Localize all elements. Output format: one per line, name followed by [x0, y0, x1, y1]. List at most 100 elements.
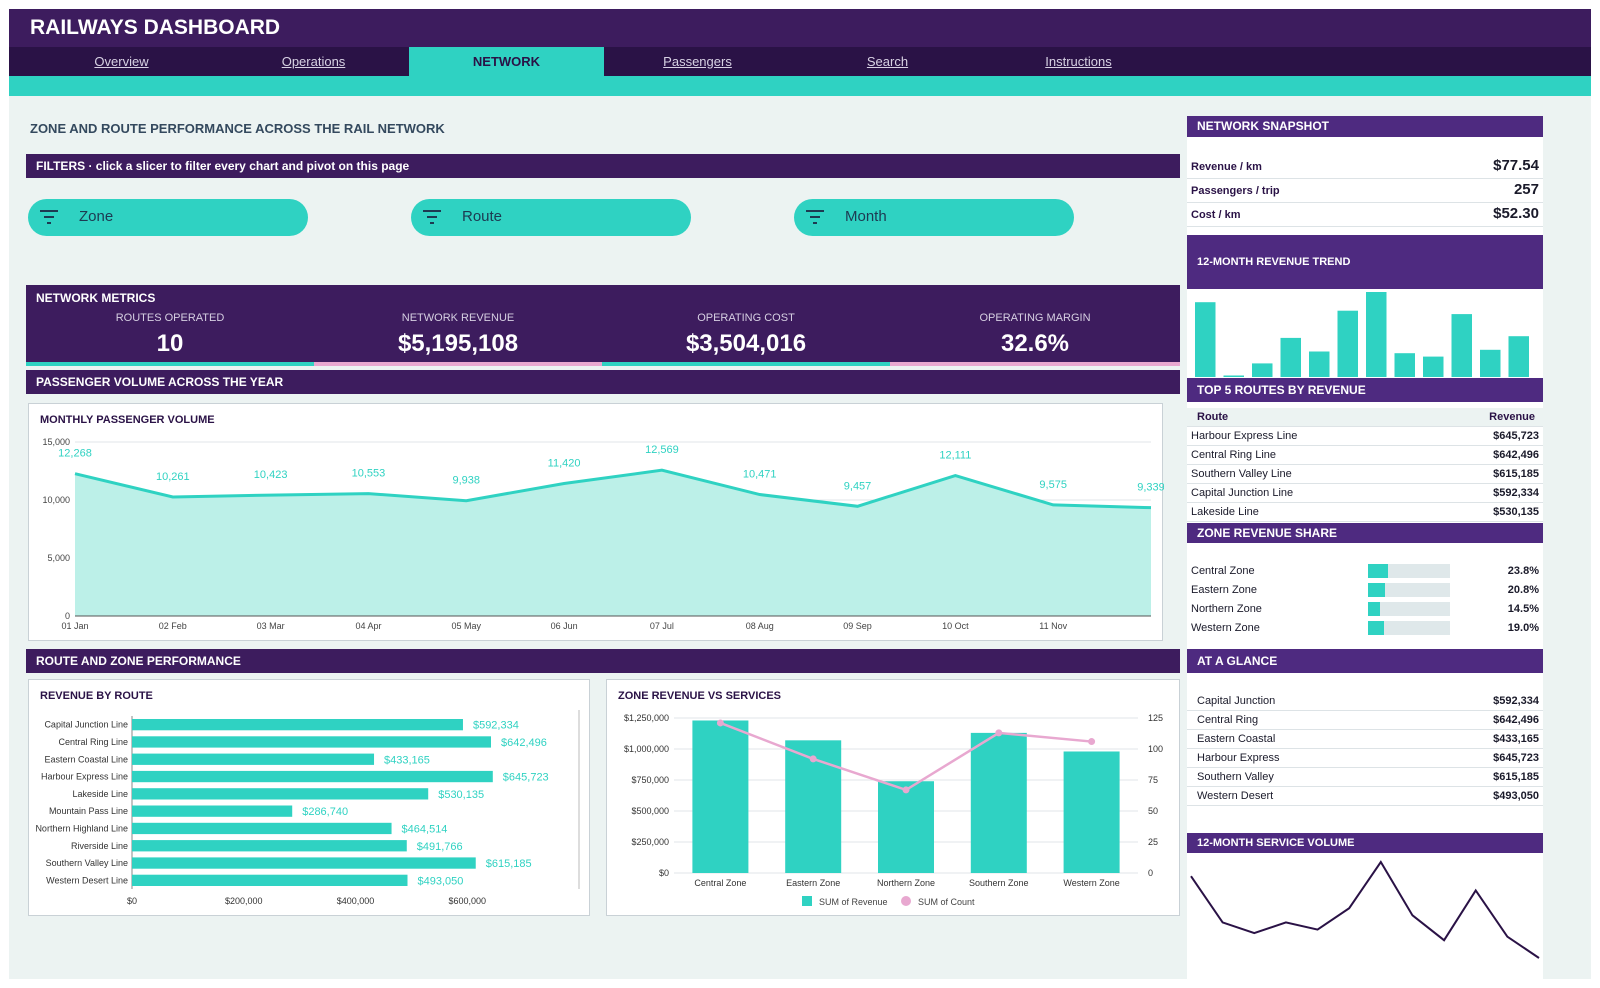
zone-revenue-vs-services-chart: $0 $250,000 $500,000 $750,000 $1,000,000 $1,2… [624, 713, 1163, 907]
series-line [1190, 860, 1540, 959]
category-label: Mountain Pass Line [49, 806, 128, 816]
zone-revenue-vs-services-card: ZONE REVENUE VS SERVICES $0 $250,000 $500,… [606, 679, 1180, 916]
zone-name: Western Zone [1191, 622, 1260, 634]
route-revenue: $645,723 [1493, 430, 1539, 442]
data-label: $491,766 [417, 841, 463, 853]
slicer-zone[interactable]: Zone [28, 199, 308, 236]
service-volume-header: 12-MONTH SERVICE VOLUME [1187, 833, 1543, 853]
route-name: Capital Junction Line [1191, 487, 1294, 499]
line-point [716, 719, 724, 727]
x-tick-label: 10 Oct [942, 621, 969, 631]
table-row: Southern Valley Line $615,185 [1187, 465, 1543, 484]
x-tick-label: 06 Jun [551, 621, 578, 631]
y-tick-label: 5,000 [47, 553, 70, 563]
column-header-route: Route [1197, 411, 1229, 423]
revenue-trend-chart [1195, 292, 1529, 377]
data-label: 12,111 [939, 450, 971, 462]
data-label: 12,268 [58, 448, 92, 460]
data-label: 10,423 [254, 469, 288, 481]
accent-strip [9, 76, 1591, 96]
x-tick-label: 05 May [452, 621, 482, 631]
x-tick-label: $600,000 [448, 896, 486, 906]
bar [1451, 314, 1472, 377]
glance-label: Western Desert [1197, 790, 1274, 802]
tab-instructions[interactable]: Instructions [1045, 54, 1112, 69]
share-track [1368, 583, 1450, 597]
x-tick-label: 04 Apr [355, 621, 381, 631]
table-row: Harbour Express Line $645,723 [1187, 427, 1543, 446]
top-routes-table-header: Route Revenue [1187, 408, 1543, 427]
x-tick-label: 07 Jul [650, 621, 674, 631]
column-header-revenue: Revenue [1489, 411, 1535, 423]
table-row: Lakeside Line $530,135 [1187, 503, 1543, 522]
share-fill [1368, 621, 1384, 635]
tab-passengers[interactable]: Passengers [663, 54, 732, 69]
legend-label: SUM of Revenue [819, 897, 888, 907]
y2-tick-label: 25 [1148, 837, 1158, 847]
passenger-section-header: PASSENGER VOLUME ACROSS THE YEAR [26, 370, 1180, 394]
bar [132, 822, 392, 835]
metric-underline [602, 362, 890, 366]
bar [1195, 302, 1216, 377]
data-label: $592,334 [473, 720, 519, 732]
dashboard-app: RAILWAYS DASHBOARD Overview Operations N… [9, 9, 1591, 979]
app-title: RAILWAYS DASHBOARD [30, 16, 281, 39]
slicer-route[interactable]: Route [411, 199, 691, 236]
tab-network[interactable]: NETWORK [409, 47, 604, 76]
share-value: 23.8% [1507, 565, 1539, 577]
filter-icon [806, 210, 824, 224]
snapshot-label: Revenue / km [1191, 161, 1262, 173]
bar [132, 770, 493, 783]
metric-underline [314, 362, 602, 366]
at-a-glance-header: AT A GLANCE [1187, 649, 1543, 673]
data-label: 9,575 [1039, 479, 1067, 491]
line-point [995, 729, 1003, 737]
slicer-month[interactable]: Month [794, 199, 1074, 236]
metric-value: $5,195,108 [397, 330, 519, 357]
snapshot-row: Revenue / km $77.54 [1187, 155, 1543, 179]
glance-label: Harbour Express [1197, 752, 1280, 764]
y-tick-label: $500,000 [631, 806, 669, 816]
route-name: Southern Valley Line [1191, 468, 1292, 480]
series-area [75, 470, 1151, 616]
share-fill [1368, 602, 1380, 616]
passenger-volume-card: MONTHLY PASSENGER VOLUME 0 5,000 10,000 15,… [28, 403, 1164, 641]
table-row: Western Desert $493,050 [1187, 787, 1543, 806]
tab-overview[interactable]: Overview [94, 54, 149, 69]
x-tick-label: 02 Feb [159, 621, 187, 631]
service-volume-chart [1190, 860, 1540, 959]
glance-label: Eastern Coastal [1197, 733, 1276, 745]
metric-label: ROUTES OPERATED [115, 312, 225, 324]
share-track [1368, 621, 1450, 635]
y-tick-label: 15,000 [42, 437, 70, 447]
metric-operating-cost: OPERATING COST $3,504,016 [602, 285, 890, 366]
glance-label: Central Ring [1197, 714, 1259, 726]
category-label: Riverside Line [71, 841, 128, 851]
y2-tick-label: 125 [1148, 713, 1163, 723]
route-revenue: $530,135 [1493, 506, 1539, 518]
tab-operations[interactable]: Operations [281, 54, 346, 69]
bar [132, 857, 476, 869]
glance-value: $592,334 [1493, 695, 1539, 707]
metric-underline [26, 362, 314, 366]
list-item: Central Zone 23.8% [1187, 561, 1543, 580]
data-label: 10,261 [156, 471, 190, 483]
zone-name: Eastern Zone [1191, 584, 1258, 596]
share-value: 14.5% [1507, 603, 1539, 615]
bar [132, 788, 429, 800]
bar [692, 720, 749, 873]
tab-search[interactable]: Search [866, 54, 909, 69]
bar [1508, 336, 1529, 377]
bar [1480, 349, 1501, 377]
x-tick-label: $400,000 [337, 896, 375, 906]
category-label: Central Ring Line [58, 737, 128, 747]
route-revenue: $592,334 [1493, 487, 1539, 499]
data-label: $493,050 [417, 875, 463, 887]
x-tick-label: 11 Nov [1039, 621, 1067, 631]
data-label: 10,471 [743, 469, 777, 481]
y-tick-label: 10,000 [42, 495, 70, 505]
x-tick-label: Southern Zone [969, 878, 1029, 888]
snapshot-label: Passengers / trip [1191, 185, 1280, 197]
bar [1252, 363, 1273, 377]
line-point [902, 786, 910, 794]
